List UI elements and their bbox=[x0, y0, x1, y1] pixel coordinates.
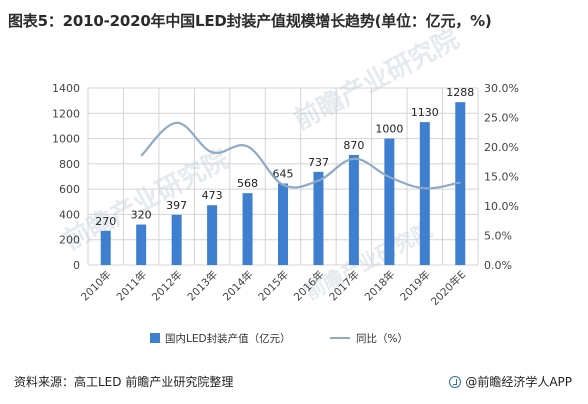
legend-label-line: 同比（%） bbox=[356, 332, 408, 345]
bar bbox=[384, 139, 394, 265]
bar bbox=[278, 183, 288, 265]
bar-data-label: 1288 bbox=[446, 86, 474, 99]
bar-data-label: 270 bbox=[95, 215, 116, 228]
bar bbox=[136, 225, 146, 265]
x-tick-label: 2012年 bbox=[149, 268, 185, 304]
y-left-tick-label: 200 bbox=[59, 234, 80, 247]
y-right-tick-label: 0.0% bbox=[484, 259, 512, 272]
y-left-tick-label: 1400 bbox=[52, 82, 80, 95]
y-right-tick-label: 25.0% bbox=[484, 112, 519, 125]
bar-data-label: 1130 bbox=[411, 106, 439, 119]
bar-data-label: 1000 bbox=[375, 123, 403, 136]
source-note: 资料来源：高工LED 前瞻产业研究院整理 bbox=[14, 373, 233, 390]
bar bbox=[207, 205, 217, 265]
x-tick-label: 2010年 bbox=[78, 268, 114, 304]
y-left-tick-label: 0 bbox=[73, 259, 80, 272]
bar bbox=[243, 193, 253, 265]
bar bbox=[349, 155, 359, 265]
footer-brand: @前瞻经济学人APP bbox=[449, 373, 572, 390]
bar-data-label: 737 bbox=[308, 156, 329, 169]
y-right-tick-label: 20.0% bbox=[484, 141, 519, 154]
y-right-tick-label: 10.0% bbox=[484, 200, 519, 213]
x-tick-label: 2014年 bbox=[220, 268, 256, 304]
bar bbox=[101, 231, 111, 265]
footer-brand-text: @前瞻经济学人APP bbox=[465, 373, 572, 390]
bar bbox=[420, 122, 430, 265]
y-right-tick-label: 30.0% bbox=[484, 82, 519, 95]
brand-logo-icon bbox=[449, 376, 461, 388]
y-left-tick-label: 1200 bbox=[52, 107, 80, 120]
bar-data-label: 870 bbox=[343, 139, 364, 152]
y-right-tick-label: 15.0% bbox=[484, 171, 519, 184]
bar-data-label: 473 bbox=[202, 189, 223, 202]
bar-data-label: 397 bbox=[166, 199, 187, 212]
bar bbox=[172, 215, 182, 265]
y-left-tick-label: 800 bbox=[59, 158, 80, 171]
legend-swatch-bar bbox=[150, 333, 160, 343]
bar-data-label: 568 bbox=[237, 177, 258, 190]
bar-data-label: 320 bbox=[131, 209, 152, 222]
x-tick-label: 2011年 bbox=[114, 268, 150, 304]
x-tick-label: 2020年E bbox=[428, 268, 468, 308]
legend-label-bar: 国内LED封装产值（亿元） bbox=[165, 332, 291, 345]
x-tick-label: 2015年 bbox=[256, 268, 292, 304]
watermark-1: 前瞻产业研究院 bbox=[289, 23, 464, 136]
y-left-tick-label: 600 bbox=[59, 183, 80, 196]
y-right-tick-label: 5.0% bbox=[484, 230, 512, 243]
x-tick-label: 2013年 bbox=[185, 268, 221, 304]
y-left-tick-label: 400 bbox=[59, 208, 80, 221]
bar bbox=[313, 172, 323, 265]
x-tick-label: 2019年 bbox=[397, 268, 433, 304]
y-left-tick-label: 1000 bbox=[52, 133, 80, 146]
